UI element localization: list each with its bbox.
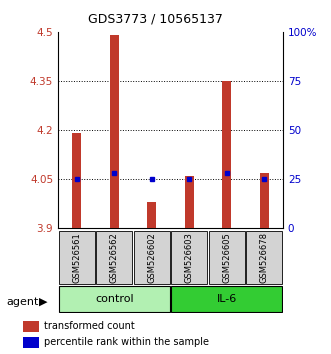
- Text: agent: agent: [7, 297, 39, 307]
- Text: GSM526603: GSM526603: [185, 232, 194, 283]
- Bar: [23, 337, 39, 348]
- Text: percentile rank within the sample: percentile rank within the sample: [44, 337, 209, 347]
- Bar: [72, 133, 81, 228]
- FancyBboxPatch shape: [59, 286, 170, 312]
- Bar: [222, 81, 231, 228]
- Text: transformed count: transformed count: [44, 321, 135, 331]
- Text: GSM526678: GSM526678: [260, 232, 269, 283]
- Text: GDS3773 / 10565137: GDS3773 / 10565137: [88, 12, 223, 25]
- Text: IL-6: IL-6: [216, 294, 237, 304]
- FancyBboxPatch shape: [246, 231, 282, 284]
- Text: GSM526605: GSM526605: [222, 232, 231, 283]
- Text: ▶: ▶: [39, 297, 47, 307]
- FancyBboxPatch shape: [96, 231, 132, 284]
- FancyBboxPatch shape: [171, 231, 207, 284]
- Text: GSM526561: GSM526561: [72, 232, 81, 283]
- FancyBboxPatch shape: [134, 231, 170, 284]
- FancyBboxPatch shape: [209, 231, 245, 284]
- Text: GSM526602: GSM526602: [147, 232, 156, 283]
- Text: GSM526562: GSM526562: [110, 232, 119, 283]
- Bar: [184, 176, 194, 228]
- Bar: [110, 35, 119, 228]
- Bar: [260, 173, 269, 228]
- FancyBboxPatch shape: [171, 286, 282, 312]
- Bar: [147, 202, 156, 228]
- Text: control: control: [95, 294, 133, 304]
- Bar: [23, 321, 39, 332]
- FancyBboxPatch shape: [59, 231, 95, 284]
